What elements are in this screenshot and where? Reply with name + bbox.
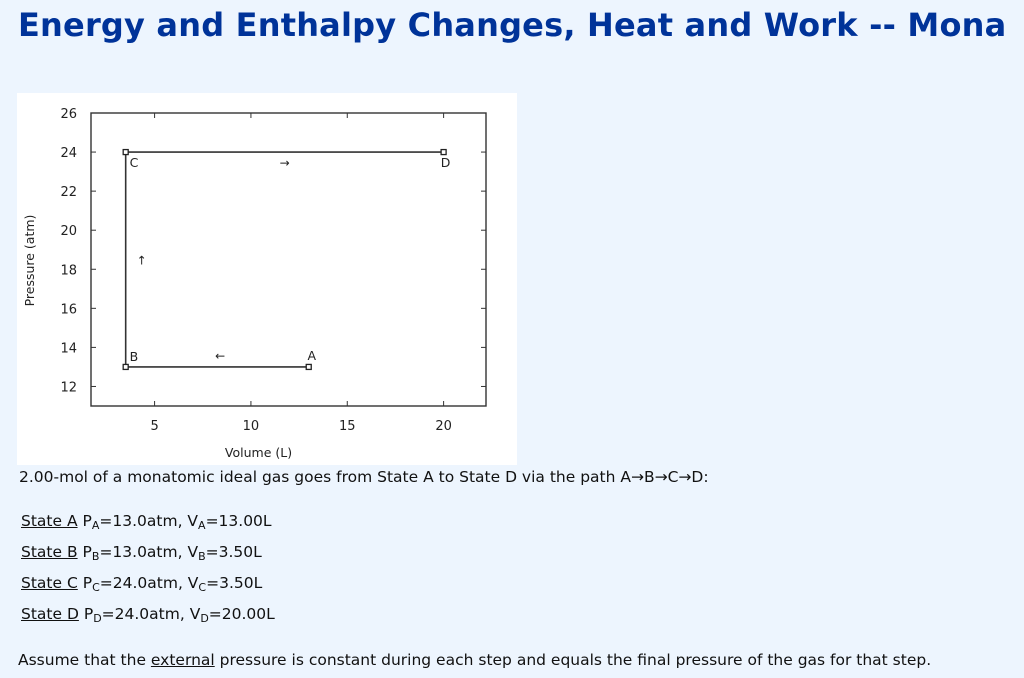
pv-chart-svg: 5 10 15 20 12 14 16 18 20 22 24 26 Volume (L) Pressur… — [22, 107, 487, 460]
state-marker-d — [440, 148, 447, 156]
state-list: State A PA=13.0atm, VA=13.00L State B PB… — [21, 510, 275, 634]
y-tick-label: 22 — [60, 185, 77, 200]
state-marker-b — [122, 363, 129, 371]
state-label-a: A — [307, 348, 316, 363]
y-axis-label: Pressure (atm) — [22, 215, 37, 307]
state-label-b: B — [130, 349, 139, 364]
y-tick-label: 16 — [60, 302, 77, 317]
process-path — [124, 151, 444, 368]
state-marker-a — [305, 363, 312, 371]
x-tick-label: 10 — [243, 419, 260, 434]
state-b-values: PB=13.0atm, VB=3.50L — [82, 543, 262, 563]
direction-arrow-icon: ↑ — [137, 254, 147, 268]
state-c-values: PC=24.0atm, VC=3.50L — [82, 574, 263, 594]
page-title: Energy and Enthalpy Changes, Heat and Wo… — [18, 6, 1007, 44]
external-link[interactable]: external — [150, 651, 215, 669]
state-d-values: PD=24.0atm, VD=20.00L — [83, 605, 275, 625]
plot-frame — [90, 112, 487, 407]
x-tick-label: 5 — [150, 419, 158, 434]
problem-intro: 2.00-mol of a monatomic ideal gas goes f… — [19, 468, 709, 486]
assumption-text: Assume that the external pressure is con… — [18, 651, 932, 669]
direction-arrow-icon: ← — [215, 349, 225, 363]
x-tick-label: 15 — [339, 419, 356, 434]
state-label-d: D — [441, 155, 451, 170]
y-tick-label: 14 — [60, 341, 77, 356]
state-d-link[interactable]: State D — [21, 605, 79, 623]
state-c-link[interactable]: State C — [21, 574, 78, 592]
y-tick-label: 18 — [60, 263, 77, 278]
state-a-link[interactable]: State A — [21, 512, 78, 530]
state-row-c: State C PC=24.0atm, VC=3.50L — [21, 572, 275, 603]
x-tick-label: 20 — [435, 419, 452, 434]
y-tick-label: 26 — [60, 107, 77, 122]
state-row-b: State B PB=13.0atm, VB=3.50L — [21, 541, 275, 572]
pv-diagram: 5 10 15 20 12 14 16 18 20 22 24 26 Volume (L) Pressur… — [17, 93, 517, 465]
state-b-link[interactable]: State B — [21, 543, 78, 561]
y-tick-label: 20 — [60, 224, 77, 239]
x-axis-label: Volume (L) — [225, 445, 292, 460]
y-tick-label: 12 — [60, 380, 77, 395]
state-label-c: C — [130, 155, 139, 170]
y-tick-label: 24 — [60, 146, 77, 161]
state-a-values: PA=13.0atm, VA=13.00L — [82, 512, 272, 532]
state-marker-c — [122, 148, 129, 156]
direction-arrow-icon: → — [280, 156, 290, 170]
state-row-d: State D PD=24.0atm, VD=20.00L — [21, 603, 275, 634]
state-row-a: State A PA=13.0atm, VA=13.00L — [21, 510, 275, 541]
